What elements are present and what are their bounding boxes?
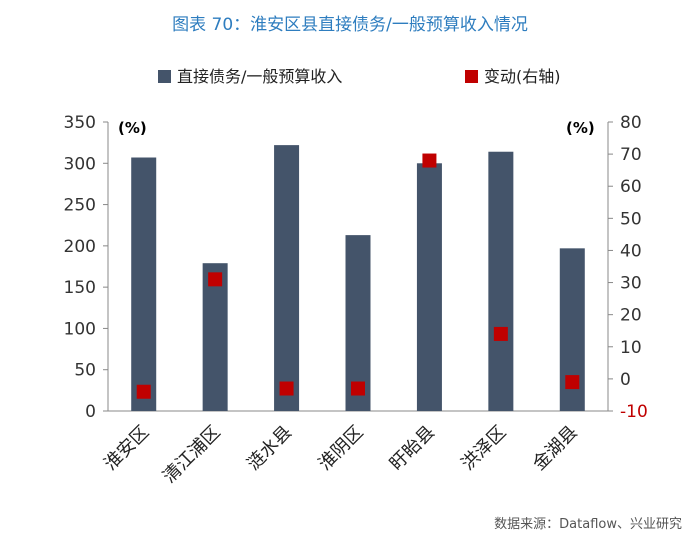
left-tick-label: 300: [64, 154, 96, 174]
left-tick-label: 200: [64, 237, 96, 257]
right-tick-label: 10: [620, 338, 642, 358]
right-tick-label: 40: [620, 241, 642, 261]
x-tick-label: 盱眙县: [386, 422, 439, 475]
legend-label-scatter: 变动(右轴): [484, 67, 561, 86]
right-tick-label: 0: [620, 370, 631, 390]
left-tick-label: 150: [64, 278, 96, 298]
x-tick-label: 淮阴区: [315, 422, 368, 475]
source-note: 数据来源：Dataflow、兴业研究: [494, 517, 682, 532]
marker-0: [136, 384, 151, 399]
marker-3: [351, 381, 365, 396]
bar-0: [131, 157, 157, 411]
left-tick-label: 100: [64, 319, 96, 339]
marker-2: [279, 381, 294, 396]
x-tick-label: 金湖县: [529, 422, 582, 475]
right-tick-label: -10: [620, 402, 648, 422]
right-tick-label: 30: [620, 274, 642, 294]
x-tick-label: 洪泽区: [457, 422, 510, 475]
right-tick-label: 60: [620, 177, 642, 197]
axes: 0 50 100 150 200 250 300 350 -10 0 10 20 30 40 50 60 70 8…: [64, 113, 648, 422]
x-tick-label: 清江浦区: [159, 422, 225, 488]
bar-1: [202, 263, 228, 411]
right-axis-unit: (%): [566, 119, 595, 137]
x-tick-label: 涟水县: [243, 422, 296, 475]
bar-4: [416, 163, 442, 411]
x-tick-label: 淮安区: [100, 422, 153, 475]
left-tick-label: 0: [85, 402, 96, 422]
right-tick-label: 20: [620, 306, 642, 326]
markers: [136, 153, 580, 399]
chart-title: 图表 70：淮安区县直接债务/一般预算收入情况: [172, 15, 528, 35]
legend: 直接债务/一般预算收入 变动(右轴): [158, 67, 561, 86]
right-tick-label: 50: [620, 209, 642, 229]
right-tick-label: 80: [620, 113, 642, 133]
left-axis-unit: (%): [118, 119, 147, 137]
legend-label-bar: 直接债务/一般预算收入: [177, 67, 342, 86]
legend-swatch-scatter: [465, 70, 478, 83]
marker-4: [422, 153, 437, 168]
marker-6: [565, 375, 580, 390]
bars: [131, 145, 585, 411]
left-tick-label: 50: [74, 361, 96, 381]
left-tick-label: 350: [64, 113, 96, 133]
marker-1: [208, 272, 223, 287]
legend-swatch-bar: [158, 70, 171, 83]
marker-5: [493, 326, 508, 341]
bar-2: [274, 145, 300, 411]
x-tick-labels: 淮安区 清江浦区 涟水县 淮阴区 盱眙县 洪泽区 金湖县: [100, 422, 582, 488]
right-tick-label: 70: [620, 145, 642, 165]
left-tick-label: 250: [64, 196, 96, 216]
bar-5: [488, 151, 514, 411]
